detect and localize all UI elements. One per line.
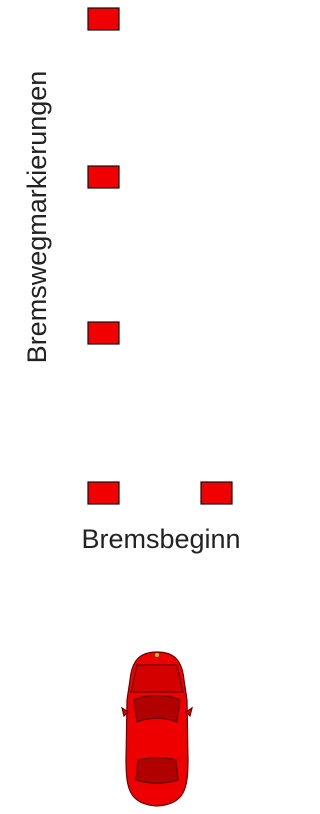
marker [201,482,232,504]
marker [88,322,119,344]
diagram: Bremswegmarkierungen Bremsbeginn [0,0,272,809]
car [122,652,192,806]
marker [88,482,119,504]
braking-start-label: Bremsbeginn [81,524,240,554]
marker [88,8,119,30]
braking-markers [88,8,232,504]
marker [88,166,119,188]
braking-marks-label: Bremswegmarkierungen [22,71,52,364]
